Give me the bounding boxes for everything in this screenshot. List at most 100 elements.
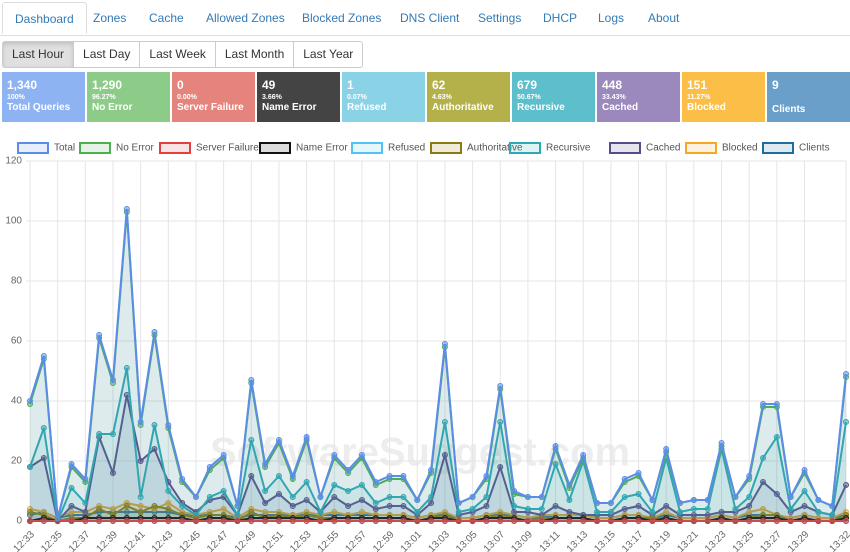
data-point — [275, 437, 282, 443]
data-point — [248, 473, 255, 479]
data-point — [137, 503, 144, 509]
data-point — [690, 497, 697, 503]
data-point — [358, 518, 365, 524]
data-point — [773, 401, 780, 407]
data-point — [677, 500, 684, 506]
data-point — [68, 509, 75, 515]
data-point — [317, 494, 324, 500]
stat-label: Clients — [772, 104, 806, 115]
range-button[interactable]: Last Month — [214, 41, 295, 68]
data-point — [331, 452, 338, 458]
data-point — [718, 509, 725, 515]
data-point — [594, 518, 601, 524]
data-point — [275, 473, 282, 479]
data-point — [829, 503, 836, 509]
data-point — [704, 512, 711, 518]
data-point — [220, 506, 227, 512]
data-point — [566, 482, 573, 488]
data-point — [82, 500, 89, 506]
nav-tab[interactable]: Logs — [598, 11, 625, 25]
x-tick-label: 13:03 — [426, 529, 452, 552]
legend-swatch — [762, 142, 794, 154]
legend-label: No Error — [116, 143, 154, 154]
data-point — [552, 443, 559, 449]
data-point — [345, 488, 352, 494]
nav-tab[interactable]: Settings — [478, 11, 522, 25]
data-point — [773, 434, 780, 440]
stat-value: 0 — [177, 78, 184, 92]
data-point — [663, 509, 670, 515]
data-point — [580, 518, 587, 524]
stat-label: Refused — [347, 102, 387, 113]
data-point — [358, 509, 365, 515]
range-button[interactable]: Last Year — [293, 41, 364, 68]
data-point — [220, 452, 227, 458]
nav-tab[interactable]: DHCP — [543, 11, 578, 25]
legend-label: Total — [54, 143, 75, 154]
data-point — [386, 494, 393, 500]
stat-percent: 3.66% — [262, 94, 282, 101]
stat-label: Blocked — [687, 102, 726, 113]
data-point — [40, 455, 47, 461]
nav-tab[interactable]: About — [648, 11, 680, 25]
data-point — [829, 512, 836, 518]
data-point — [704, 506, 711, 512]
data-point — [566, 518, 573, 524]
data-point — [331, 482, 338, 488]
legend-label: Recursive — [546, 143, 591, 154]
data-point — [400, 473, 407, 479]
data-point — [815, 518, 822, 524]
x-tick-label: 13:21 — [675, 529, 701, 552]
data-point — [40, 353, 47, 359]
stat-box: 151 11.27% Blocked — [682, 72, 765, 122]
data-point — [400, 503, 407, 509]
data-point — [787, 506, 794, 512]
data-point — [649, 518, 656, 524]
y-tick-label: 40 — [11, 396, 23, 407]
data-point — [96, 431, 103, 437]
nav-tab[interactable]: Dashboard — [2, 2, 87, 34]
legend-swatch — [685, 142, 717, 154]
data-point — [96, 518, 103, 524]
data-point — [165, 518, 172, 524]
x-tick-label: 12:45 — [177, 529, 203, 552]
x-tick-label: 13:09 — [509, 529, 535, 552]
x-tick-label: 13:19 — [648, 529, 674, 552]
stat-percent: 100% — [7, 94, 25, 101]
x-tick-label: 13:23 — [703, 529, 729, 552]
stat-value: 151 — [687, 78, 708, 92]
nav-tab[interactable]: Zones — [93, 11, 127, 25]
x-tick-label: 13:32 — [828, 529, 850, 552]
data-point — [538, 494, 545, 500]
data-point — [137, 494, 144, 500]
data-point — [82, 518, 89, 524]
data-point — [303, 479, 310, 485]
range-button[interactable]: Last Week — [139, 41, 216, 68]
data-point — [621, 518, 628, 524]
data-point — [206, 494, 213, 500]
stat-value: 1,340 — [7, 78, 38, 92]
nav-tab[interactable]: Cache — [149, 11, 184, 25]
x-tick-label: 12:39 — [94, 529, 120, 552]
nav-tab[interactable]: DNS Client — [400, 11, 460, 25]
data-point — [372, 500, 379, 506]
nav-tab[interactable]: Allowed Zones — [206, 11, 285, 25]
data-point — [151, 518, 158, 524]
stat-box: 9 Clients — [767, 72, 850, 122]
data-point — [746, 503, 753, 509]
data-point — [345, 503, 352, 509]
data-point — [607, 518, 614, 524]
range-button[interactable]: Last Day — [73, 41, 141, 68]
range-button[interactable]: Last Hour — [2, 41, 75, 68]
data-point — [497, 464, 504, 470]
stat-value: 49 — [262, 78, 276, 92]
data-point — [179, 518, 186, 524]
data-point — [552, 461, 559, 467]
data-point — [829, 518, 836, 524]
nav-tab[interactable]: Blocked Zones — [302, 11, 382, 25]
data-point — [511, 509, 518, 515]
data-point — [455, 518, 462, 524]
data-point — [483, 503, 490, 509]
x-tick-label: 12:41 — [122, 529, 148, 552]
data-point — [248, 437, 255, 443]
